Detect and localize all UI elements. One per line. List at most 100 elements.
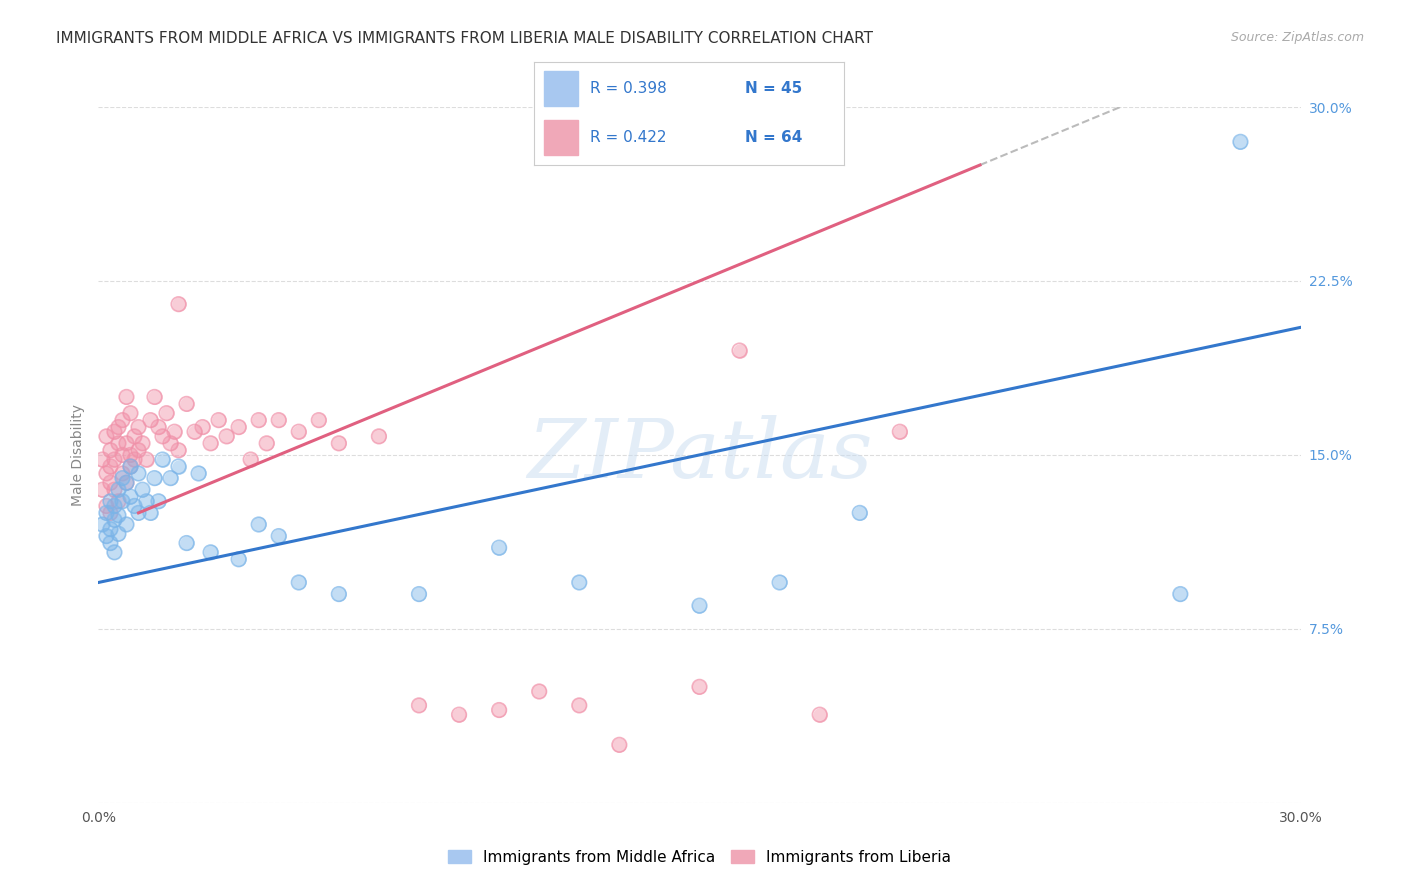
Point (91, 517, 114, 532)
Point (163, 425, 186, 439)
Point (152, 429, 174, 443)
Point (488, 541, 510, 555)
Point (100, 506, 122, 520)
Point (267, 413, 290, 427)
Point (328, 587, 350, 601)
Point (689, 680, 711, 694)
Point (228, 552, 250, 566)
Point (100, 522, 122, 536)
Point (187, 467, 209, 481)
Point (247, 413, 270, 427)
Point (689, 599, 711, 613)
Point (228, 420, 250, 434)
Point (247, 517, 270, 532)
Point (488, 541, 510, 555)
Point (308, 413, 330, 427)
Point (200, 436, 222, 450)
Point (107, 526, 129, 541)
Point (769, 575, 792, 590)
Point (115, 475, 138, 490)
Point (689, 599, 711, 613)
Point (167, 297, 190, 311)
Point (103, 499, 125, 513)
Point (447, 707, 470, 722)
Point (568, 698, 591, 713)
Point (111, 467, 134, 481)
Point (91, 517, 114, 532)
Point (120, 490, 142, 504)
Point (408, 698, 430, 713)
Point (100, 494, 122, 508)
Point (368, 429, 391, 443)
Point (96, 506, 118, 520)
Point (107, 420, 129, 434)
Point (124, 452, 146, 467)
Point (115, 475, 138, 490)
Point (148, 494, 170, 508)
Point (167, 459, 190, 474)
Point (1229, 135, 1251, 149)
Point (128, 443, 150, 458)
Text: N = 45: N = 45 (745, 80, 801, 95)
Point (159, 436, 181, 450)
Point (176, 536, 198, 550)
Point (228, 420, 250, 434)
Point (215, 429, 238, 443)
Point (120, 406, 142, 420)
Point (143, 471, 166, 485)
Point (100, 475, 122, 490)
Point (288, 575, 311, 590)
Point (849, 506, 872, 520)
Point (239, 452, 262, 467)
Point (96, 529, 118, 543)
Point (115, 517, 138, 532)
Point (1170, 587, 1192, 601)
Point (107, 494, 129, 508)
Point (120, 459, 142, 474)
Point (135, 494, 157, 508)
Point (256, 436, 278, 450)
Point (239, 452, 262, 467)
Point (107, 526, 129, 541)
Point (131, 483, 153, 497)
Bar (544, 120, 578, 155)
Point (159, 471, 181, 485)
Point (128, 467, 150, 481)
Point (120, 448, 142, 462)
Point (120, 459, 142, 474)
Point (124, 499, 146, 513)
Point (107, 420, 129, 434)
Point (139, 413, 162, 427)
Point (1229, 135, 1251, 149)
Point (728, 343, 751, 358)
Y-axis label: Male Disability: Male Disability (70, 404, 84, 506)
Point (568, 575, 591, 590)
Text: N = 64: N = 64 (745, 130, 801, 145)
Point (96, 499, 118, 513)
Point (100, 475, 122, 490)
Point (107, 508, 129, 523)
Point (408, 698, 430, 713)
Point (148, 420, 170, 434)
Point (135, 452, 157, 467)
Point (889, 425, 911, 439)
Point (115, 517, 138, 532)
Point (91, 452, 114, 467)
Point (288, 425, 311, 439)
Point (1170, 587, 1192, 601)
Point (128, 443, 150, 458)
Point (103, 452, 125, 467)
Point (100, 459, 122, 474)
Point (96, 429, 118, 443)
Legend: Immigrants from Middle Africa, Immigrants from Liberia: Immigrants from Middle Africa, Immigrant… (449, 850, 950, 864)
Point (849, 506, 872, 520)
Point (111, 471, 134, 485)
Point (103, 513, 125, 527)
Point (152, 452, 174, 467)
Point (163, 425, 186, 439)
Point (111, 413, 134, 427)
Point (139, 506, 162, 520)
Point (115, 390, 138, 404)
Point (228, 552, 250, 566)
Point (267, 529, 290, 543)
